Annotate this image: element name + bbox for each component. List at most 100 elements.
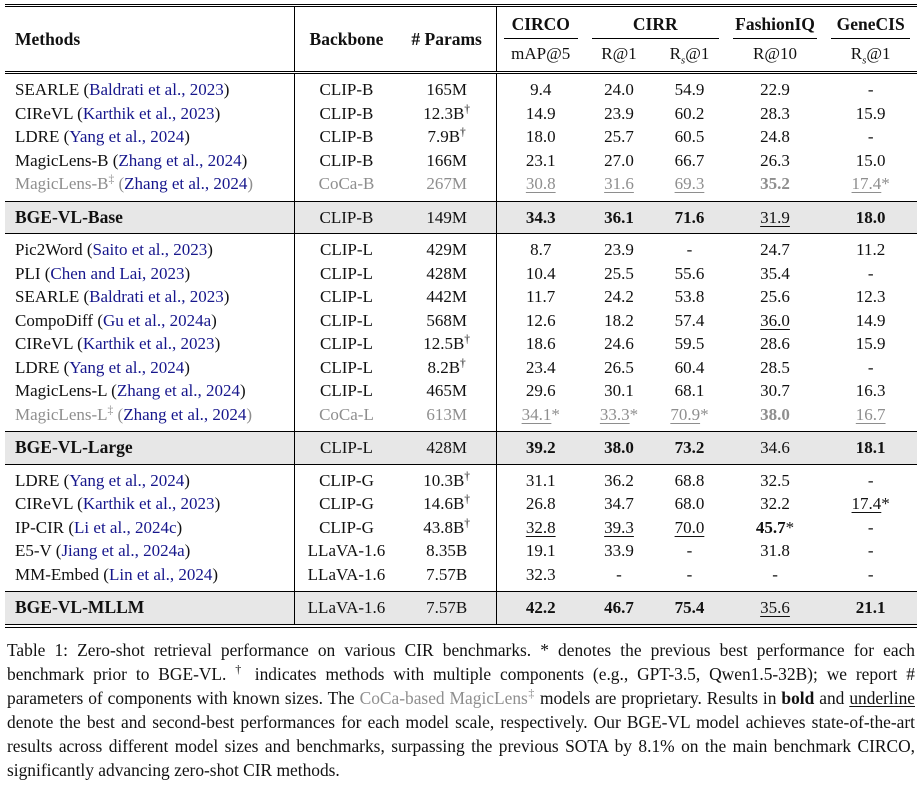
- value-cell: 15.9: [855, 334, 886, 353]
- params-cell: 149M: [426, 207, 467, 227]
- value-cell: 70.0: [653, 516, 725, 540]
- caption-segment: denote the best and second-best performa…: [7, 711, 915, 780]
- value: 18.1: [855, 438, 886, 457]
- citation-link[interactable]: Zhang et al., 2024: [118, 150, 242, 170]
- value: 21.1: [855, 598, 886, 617]
- citation-link[interactable]: Zhang et al., 2024: [123, 404, 247, 424]
- method-cell: BGE-VL-Base: [5, 201, 295, 234]
- backbone-cell: CLIP-B: [294, 125, 398, 149]
- citation-link[interactable]: Yang et al., 2024: [69, 470, 185, 490]
- citation-link[interactable]: Saito et al., 2023: [92, 240, 208, 259]
- value-cell: 31.8: [760, 541, 790, 560]
- citation-link[interactable]: Yang et al., 2024: [69, 357, 185, 377]
- value-cell: 71.6: [653, 201, 725, 234]
- caption-segment: Table 1: Zero-shot retrieval performance…: [7, 639, 915, 684]
- method-row: CompoDiff (Gu et al., 2024a) CLIP-L 568M 12…: [5, 308, 917, 332]
- value-cell: 60.5: [674, 127, 705, 146]
- caption-segment: CoCa-based MagicLens: [359, 687, 528, 708]
- value-cell: 32.2: [760, 494, 790, 513]
- value-cell: 57.4: [674, 310, 705, 330]
- value-cell: 55.6: [674, 263, 705, 283]
- table-caption: Table 1: Zero-shot retrieval performance…: [7, 638, 915, 782]
- caption-segment: and: [814, 687, 850, 708]
- dagger-icon: †: [464, 102, 471, 115]
- citation-link[interactable]: Zhang et al., 2024: [116, 381, 241, 400]
- method-cell: MagicLens-L (Zhang et al., 2024): [15, 381, 246, 400]
- genecis-group-header: GeneCIS: [824, 6, 917, 39]
- value-cell: 73.2: [653, 432, 725, 465]
- citation-link[interactable]: Yang et al., 2024: [69, 127, 185, 146]
- value-cell: 30.1: [604, 381, 634, 400]
- citation-link[interactable]: Lin et al., 2024: [108, 564, 213, 584]
- fashioniq-label: FashionIQ: [732, 14, 818, 39]
- params-cell: 166M: [426, 150, 467, 170]
- value-cell: 31.6: [585, 172, 653, 201]
- circo-label: CIRCO: [503, 14, 578, 39]
- value-cell: 60.2: [674, 103, 705, 123]
- citation-link[interactable]: Zhang et al., 2024: [124, 174, 248, 193]
- value-cell: 23.9: [604, 103, 634, 123]
- method-name: Pic2Word: [15, 240, 83, 259]
- citation-link[interactable]: Li et al., 2024c: [74, 517, 177, 537]
- citation-link[interactable]: Gu et al., 2024a: [103, 310, 212, 330]
- value-cell: 24.6: [604, 334, 634, 353]
- params-cell: 7.57B: [426, 564, 468, 584]
- value-cell: 38.0: [726, 403, 825, 432]
- citation-link[interactable]: Jiang et al., 2024a: [61, 541, 185, 560]
- value: 39.3: [604, 517, 634, 537]
- value-cell: 24.7: [760, 240, 790, 259]
- value-cell: 54.9: [674, 80, 705, 99]
- summary-row: BGE-VL-Base CLIP-B 149M 34.3 36.1 71.6 31.9 18.…: [5, 201, 917, 234]
- method-cell: MagicLens-B‡ (Zhang et al., 2024): [15, 173, 254, 193]
- value-cell: 53.8: [674, 287, 705, 306]
- backbone-cell: CLIP-G: [294, 492, 398, 516]
- citation-link[interactable]: Karthik et al., 2023: [82, 494, 215, 513]
- backbone-cell: CLIP-B: [294, 101, 398, 125]
- method-row: MagicLens-B‡ (Zhang et al., 2024) CoCa-B 2…: [5, 172, 917, 201]
- value-cell: -: [867, 541, 874, 560]
- method-row: SEARLE (Baldrati et al., 2023) CLIP-L 442M…: [5, 285, 917, 309]
- method-name: IP-CIR: [15, 517, 65, 537]
- value-cell: 25.6: [760, 287, 790, 306]
- value-cell: 23.4: [495, 355, 585, 379]
- circo-group-header: CIRCO: [495, 5, 585, 39]
- citation-link[interactable]: Karthik et al., 2023: [82, 334, 215, 353]
- value: 45.7: [755, 517, 786, 537]
- value: 18.0: [855, 207, 886, 227]
- value-cell: 36.2: [604, 470, 634, 490]
- value-cell: -: [772, 564, 778, 584]
- method-name: SEARLE: [15, 80, 80, 99]
- double-dagger-icon: ‡: [108, 173, 115, 186]
- metric-r10: R@10: [753, 44, 798, 63]
- method-row: LDRE (Yang et al., 2024) CLIP-L 8.2B† 23.4 2…: [5, 355, 917, 379]
- value-cell: 24.2: [604, 287, 634, 306]
- cirr-label: CIRR: [591, 14, 719, 39]
- params-cell: 428M: [426, 438, 467, 457]
- value: 32.8: [525, 517, 556, 537]
- backbone-header: Backbone: [294, 5, 398, 73]
- value: 36.1: [604, 207, 634, 227]
- backbone-cell: LLaVA-1.6: [294, 591, 398, 626]
- value-cell: 18.1: [824, 432, 917, 465]
- method-cell: SEARLE (Baldrati et al., 2023): [15, 80, 230, 99]
- citation-link[interactable]: Baldrati et al., 2023: [89, 80, 224, 99]
- value: 34.3: [525, 207, 556, 227]
- citation-link[interactable]: Baldrati et al., 2023: [89, 287, 224, 306]
- citation-link[interactable]: Chen and Lai, 2023: [50, 263, 185, 283]
- method-row: MagicLens-B (Zhang et al., 2024) CLIP-B 16…: [5, 148, 917, 172]
- method-row: MagicLens-L (Zhang et al., 2024) CLIP-L 46…: [5, 379, 917, 403]
- value-cell: 34.7: [604, 494, 634, 513]
- value-cell: 34.6: [760, 438, 790, 457]
- method-name: MagicLens-B: [15, 150, 109, 170]
- value: 46.7: [604, 598, 634, 617]
- method-cell: LDRE (Yang et al., 2024): [15, 470, 190, 490]
- value-cell: -: [686, 541, 693, 560]
- caption-segment: underline: [849, 687, 915, 708]
- params-cell: 442M: [426, 287, 467, 306]
- citation-link[interactable]: Karthik et al., 2023: [82, 103, 215, 123]
- value-cell: -: [867, 470, 874, 490]
- value-cell: 12.6: [495, 308, 585, 332]
- method-row: LDRE (Yang et al., 2024) CLIP-B 7.9B† 18.0 2…: [5, 125, 917, 149]
- value: 38.0: [760, 404, 790, 424]
- value-cell: 28.3: [760, 103, 790, 123]
